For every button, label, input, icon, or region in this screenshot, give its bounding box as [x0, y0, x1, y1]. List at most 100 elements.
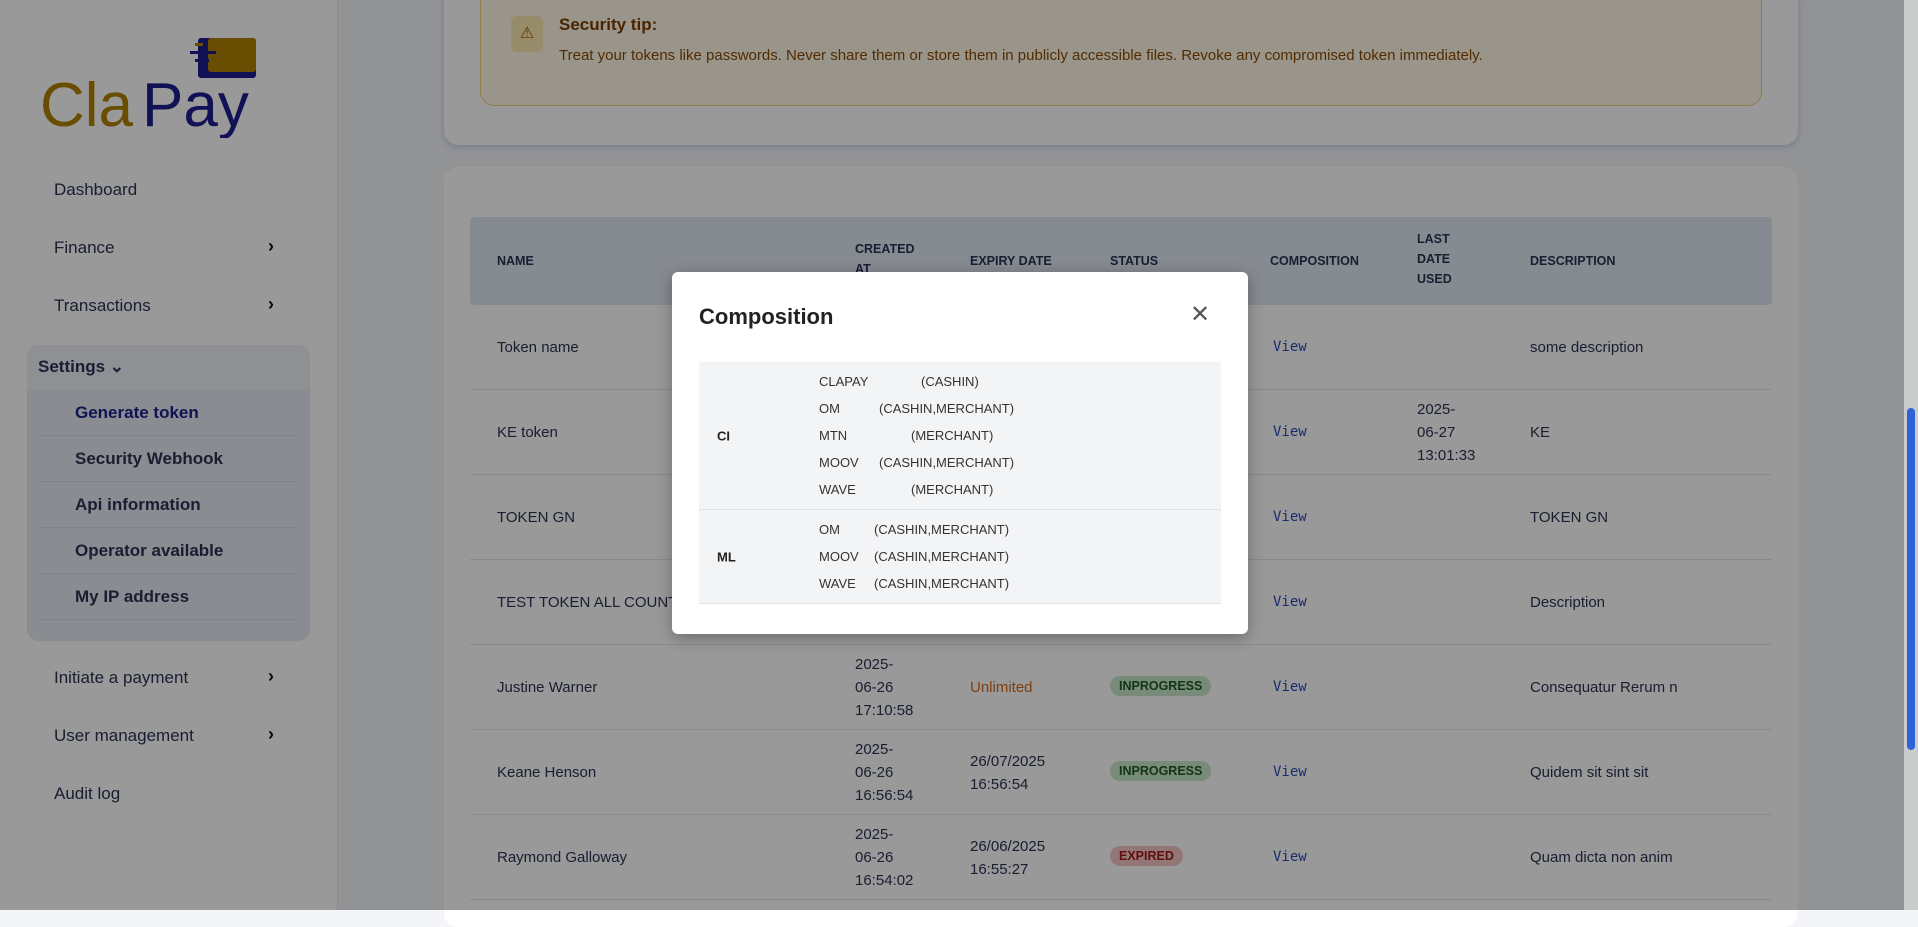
cell-name: TEST TOKEN ALL COUNT [497, 594, 678, 611]
chevron-right-icon: › [268, 666, 274, 686]
scrollbar-thumb[interactable] [1907, 408, 1915, 750]
cell-description: some description [1530, 339, 1644, 356]
operator-name: OM [819, 401, 840, 416]
composition-table: CI CLAPAY (CASHIN) OM (CASHIN,MERCHANT) MTN (M… [699, 362, 1221, 604]
sidebar: Cla Pay Dashboard Finance › Transactions… [0, 0, 338, 910]
settings-label: Settings [38, 357, 106, 376]
cell-created: 2025-06-26 16:54:02 [855, 826, 914, 889]
composition-modal: Composition ✕ CI CLAPAY (CASHIN) OM (CASHIN,… [672, 272, 1248, 634]
operator-types: (CASHIN,MERCHANT) [879, 401, 1015, 416]
nav-user-management[interactable]: User management [54, 726, 194, 745]
status-badge: INPROGRESS [1110, 761, 1212, 781]
operator-row: WAVE (CASHIN,MERCHANT) [699, 570, 1221, 597]
cell-last-used: 2025-06-27 13:01:33 [1417, 401, 1476, 464]
col-status: STATUS [1110, 254, 1159, 268]
country-group: ML OM (CASHIN,MERCHANT) MOOV (CASHIN,MERCHAN… [699, 510, 1221, 604]
cell-description: TOKEN GN [1530, 509, 1609, 526]
security-card: ⚠ Security tip: Treat your tokens like p… [444, 0, 1798, 145]
operator-types: (MERCHANT) [911, 428, 994, 443]
cell-name: Keane Henson [497, 764, 597, 781]
nav-my-ip-address[interactable]: My IP address [39, 574, 298, 620]
operator-row: WAVE (MERCHANT) [699, 476, 1221, 503]
view-composition-link[interactable]: View [1273, 339, 1307, 355]
close-icon[interactable]: ✕ [1190, 301, 1211, 328]
view-composition-link[interactable]: View [1273, 679, 1307, 695]
table-row: Justine Warner 2025-06-26 17:10:58 Unlim… [470, 645, 1772, 730]
col-expiry: EXPIRY DATE [970, 254, 1052, 268]
cell-name: TOKEN GN [497, 509, 576, 526]
operator-types: (CASHIN,MERCHANT) [874, 522, 1010, 537]
operator-row: CLAPAY (CASHIN) [699, 368, 1221, 395]
col-composition: COMPOSITION [1270, 254, 1359, 268]
nav-api-information[interactable]: Api information [39, 482, 298, 528]
operator-name: WAVE [819, 482, 856, 497]
tip-text: Treat your tokens like passwords. Never … [559, 47, 1483, 64]
nav-audit-log[interactable]: Audit log [54, 784, 121, 803]
cell-description: Quam dicta non anim [1530, 849, 1673, 866]
operator-types: (CASHIN,MERCHANT) [874, 549, 1010, 564]
operator-types: (CASHIN) [921, 374, 979, 389]
cell-expiry: 26/07/2025 16:56:54 [970, 753, 1046, 793]
operator-name: OM [819, 522, 840, 537]
operator-row: OM (CASHIN,MERCHANT) [699, 395, 1221, 422]
warning-icon: ⚠ [511, 16, 543, 52]
view-composition-link[interactable]: View [1273, 849, 1307, 865]
operator-name: MTN [819, 428, 848, 443]
operator-row: MTN (MERCHANT) [699, 422, 1221, 449]
cell-created: 2025-06-26 17:10:58 [855, 656, 914, 719]
cell-name: KE token [497, 424, 558, 441]
operator-types: (MERCHANT) [911, 482, 994, 497]
nav-initiate-payment[interactable]: Initiate a payment [54, 668, 189, 687]
nav-settings[interactable]: Settings ⌄ [27, 345, 310, 390]
nav-dashboard[interactable]: Dashboard [54, 180, 138, 199]
table-row: Keane Henson 2025-06-26 16:56:54 26/07/2… [470, 730, 1772, 815]
view-composition-link[interactable]: View [1273, 424, 1307, 440]
nav-generate-token[interactable]: Generate token [39, 390, 298, 436]
settings-menu: Settings ⌄ Generate token Security Webho… [27, 345, 310, 641]
operator-name: WAVE [819, 576, 856, 591]
nav-operator-available[interactable]: Operator available [39, 528, 298, 574]
cell-name: Justine Warner [497, 679, 598, 696]
table-row: Raymond Galloway 2025-06-26 16:54:02 26/… [470, 815, 1772, 900]
operator-row: OM (CASHIN,MERCHANT) [699, 516, 1221, 543]
security-tip: ⚠ Security tip: Treat your tokens like p… [480, 0, 1762, 106]
cell-expiry: Unlimited [970, 679, 1033, 696]
clapay-logo[interactable]: Cla Pay [40, 38, 270, 140]
country-code: ML [717, 549, 736, 564]
status-badge: EXPIRED [1110, 846, 1183, 866]
col-name: NAME [497, 254, 534, 268]
tip-title: Security tip: [559, 15, 658, 34]
operator-row: MOOV (CASHIN,MERCHANT) [699, 543, 1221, 570]
chevron-right-icon: › [268, 724, 274, 744]
cell-created: 2025-06-26 16:56:54 [855, 741, 914, 804]
chevron-right-icon: › [268, 294, 274, 314]
country-group: CI CLAPAY (CASHIN) OM (CASHIN,MERCHANT) MTN (M… [699, 362, 1221, 510]
operator-name: CLAPAY [819, 374, 869, 389]
cell-name: Raymond Galloway [497, 849, 628, 866]
cell-name: Token name [497, 339, 579, 356]
chevron-right-icon: › [268, 236, 274, 256]
logo-text-cla: Cla [40, 71, 134, 138]
cell-description: KE [1530, 424, 1551, 441]
modal-title: Composition [699, 304, 834, 329]
chevron-down-icon: ⌄ [105, 357, 125, 376]
cell-expiry: 26/06/2025 16:55:27 [970, 838, 1046, 878]
nav-finance[interactable]: Finance [54, 238, 115, 257]
operator-types: (CASHIN,MERCHANT) [879, 455, 1015, 470]
operator-name: MOOV [819, 549, 859, 564]
operator-row: MOOV (CASHIN,MERCHANT) [699, 449, 1221, 476]
view-composition-link[interactable]: View [1273, 509, 1307, 525]
cell-description: Description [1530, 594, 1606, 611]
nav-transactions[interactable]: Transactions [54, 296, 151, 315]
view-composition-link[interactable]: View [1273, 764, 1307, 780]
view-composition-link[interactable]: View [1273, 594, 1307, 610]
table-row: TEST TOKEN ALL COUNT View Description [470, 560, 1772, 645]
scrollbar[interactable] [1904, 0, 1918, 910]
country-code: CI [717, 428, 730, 443]
nav-security-webhook[interactable]: Security Webhook [39, 436, 298, 482]
operator-name: MOOV [819, 455, 859, 470]
operator-types: (CASHIN,MERCHANT) [874, 576, 1010, 591]
col-description: DESCRIPTION [1530, 254, 1616, 268]
status-badge: INPROGRESS [1110, 676, 1212, 696]
logo-text-pay: Pay [142, 71, 249, 138]
